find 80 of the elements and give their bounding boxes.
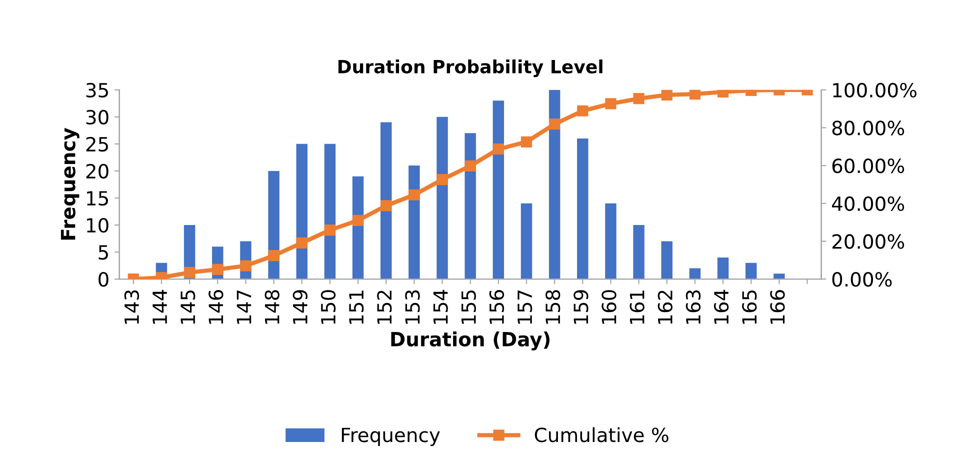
x-tick-label: 146 xyxy=(208,290,224,324)
x-tick-label: 159 xyxy=(574,290,588,324)
x-tick-label: 162 xyxy=(658,290,673,324)
y-axis-title: Frequency xyxy=(60,128,80,240)
bar xyxy=(717,257,729,280)
bar xyxy=(408,166,420,280)
point xyxy=(689,90,701,100)
legend-label: Frequency xyxy=(342,428,440,446)
bar xyxy=(324,144,336,280)
y-tick-label: 5 xyxy=(98,245,108,260)
bar xyxy=(548,90,560,280)
y-tick-label: 0 xyxy=(98,272,108,287)
x-tick-label: 152 xyxy=(377,290,392,324)
x-axis-title: Duration (Day) xyxy=(391,331,550,350)
bar xyxy=(661,241,672,280)
bar xyxy=(492,100,504,280)
bar xyxy=(745,262,757,280)
x-tick-label: 143 xyxy=(124,290,140,324)
point xyxy=(577,105,588,116)
y-tick-label: 30 xyxy=(86,110,108,125)
point xyxy=(605,98,616,110)
x-tick-label: 148 xyxy=(264,290,280,324)
x-tick-label: 158 xyxy=(546,290,560,324)
y-tick-label: 20 xyxy=(86,164,108,179)
chart-title: Duration Probability Level xyxy=(338,59,602,78)
y-tick-label: 15 xyxy=(87,191,108,206)
point xyxy=(352,214,364,226)
y2-tick-label: 60.00% xyxy=(832,158,904,174)
x-tick-label: 144 xyxy=(152,290,167,324)
bar xyxy=(436,116,448,280)
point xyxy=(184,266,196,278)
y2-tick-label: 100.00% xyxy=(833,82,916,98)
bar xyxy=(464,133,476,280)
x-tick-label: 156 xyxy=(489,290,504,324)
y-tick-label: 35 xyxy=(86,82,108,98)
bar xyxy=(380,122,392,280)
x-tick-label: 161 xyxy=(630,290,644,324)
point xyxy=(408,189,420,200)
x-tick-label: 150 xyxy=(320,290,336,324)
y2-tick-label: 40.00% xyxy=(832,196,904,212)
bar xyxy=(520,203,532,280)
point xyxy=(324,224,336,236)
point xyxy=(380,200,392,212)
x-tick-label: 145 xyxy=(180,290,196,324)
x-tick-label: 163 xyxy=(686,290,701,324)
point xyxy=(661,90,672,101)
x-tick-label: 160 xyxy=(602,290,616,324)
bar xyxy=(689,268,701,280)
y2-tick-label: 80.00% xyxy=(832,120,904,136)
bar xyxy=(577,138,588,280)
x-tick-label: 153 xyxy=(405,290,420,324)
point xyxy=(464,160,476,172)
x-tick-label: 157 xyxy=(518,290,532,324)
point xyxy=(549,118,560,130)
point xyxy=(436,174,448,186)
point xyxy=(268,250,280,262)
point xyxy=(520,136,532,148)
bar xyxy=(774,274,785,280)
y-tick-label: 10 xyxy=(87,218,108,233)
bar xyxy=(296,144,308,280)
point xyxy=(240,260,252,272)
x-tick-label: 166 xyxy=(770,290,785,324)
bar xyxy=(605,203,616,280)
y-tick-label: 25 xyxy=(86,136,108,152)
point xyxy=(212,264,224,275)
x-tick-label: 164 xyxy=(714,290,729,324)
bar xyxy=(268,170,280,280)
legend-label: Cumulative % xyxy=(534,427,668,442)
x-tick-label: 155 xyxy=(462,290,476,324)
x-tick-label: 149 xyxy=(292,290,308,324)
x-tick-label: 154 xyxy=(433,290,448,324)
point xyxy=(296,237,308,248)
x-tick-label: 165 xyxy=(742,290,757,324)
point xyxy=(633,93,644,104)
y2-tick-label: 0.00% xyxy=(832,272,892,287)
x-tick-label: 147 xyxy=(236,290,252,324)
point xyxy=(492,144,504,155)
y2-tick-label: 20.00% xyxy=(832,234,904,249)
bar xyxy=(633,225,644,280)
x-tick-label: 151 xyxy=(349,290,364,324)
